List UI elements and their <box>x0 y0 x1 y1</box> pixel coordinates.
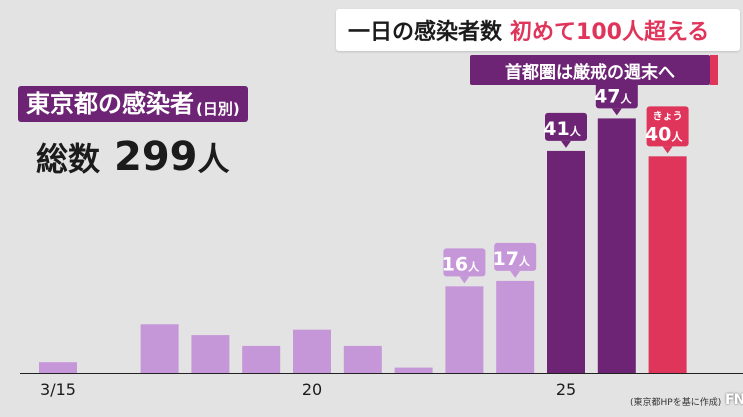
bar-3/27 <box>648 156 687 373</box>
total-label: 総数 <box>36 140 101 178</box>
data-label-pointer <box>611 108 622 116</box>
bar-3/23 <box>445 286 484 373</box>
bar-3/17 <box>140 324 179 373</box>
chart-title-main: 東京都の感染者 <box>26 90 194 118</box>
data-label-text: 40人 <box>645 123 683 145</box>
bar-3/24 <box>496 280 535 373</box>
bar-3/18 <box>191 335 230 373</box>
network-logo: FNN <box>725 392 743 408</box>
data-label-3/24: 17人 <box>492 242 537 278</box>
bar-3/19 <box>242 345 281 373</box>
total-unit: 人 <box>197 140 230 178</box>
total-count: 総数 299人 <box>36 134 230 180</box>
data-label-pointer <box>561 140 571 148</box>
subheadline-accent-bar <box>710 55 718 85</box>
data-label-box <box>595 80 638 109</box>
bar-3/22 <box>394 367 433 373</box>
source-note: (東京都HPを基に作成) <box>630 398 722 408</box>
data-label-3/25: 41人 <box>543 112 587 148</box>
headline-main: 一日の感染者数 <box>348 20 503 45</box>
x-tick-label: 25 <box>556 380 576 399</box>
total-value: 299 <box>114 134 198 180</box>
bar-3/26 <box>597 118 636 374</box>
headline-banner: 一日の感染者数 初めて100人超える <box>336 9 740 51</box>
bar-3/20 <box>293 329 331 373</box>
data-label-text: 47人 <box>594 85 632 107</box>
data-label-pointer <box>510 270 521 278</box>
bar-3/21 <box>343 345 382 373</box>
subheadline-banner: 首都圏は厳戒の週末へ <box>470 55 710 85</box>
data-label-pointer <box>459 276 470 284</box>
chart-title: 東京都の感染者 (日別) <box>18 86 248 122</box>
data-label-box <box>443 248 486 277</box>
data-label-prefix: きょう <box>653 110 683 122</box>
data-label-box <box>494 242 537 271</box>
bar-3/15 <box>39 362 77 373</box>
data-label-3/23: 16人 <box>442 248 486 284</box>
data-label-pointer <box>662 146 673 154</box>
headline-accent: 初めて100人超える <box>510 20 710 45</box>
chart-title-sub: (日別) <box>196 100 240 118</box>
x-tick-label: 20 <box>302 380 322 399</box>
bar-3/25 <box>547 150 585 373</box>
data-label-text: 17人 <box>492 248 530 270</box>
data-label-box <box>646 106 689 147</box>
data-label-3/26: 47人 <box>594 80 638 116</box>
data-label-text: 16人 <box>442 253 480 275</box>
data-label-text: 41人 <box>543 118 581 140</box>
data-label-box <box>545 112 587 141</box>
x-tick-label: 3/15 <box>40 380 76 399</box>
